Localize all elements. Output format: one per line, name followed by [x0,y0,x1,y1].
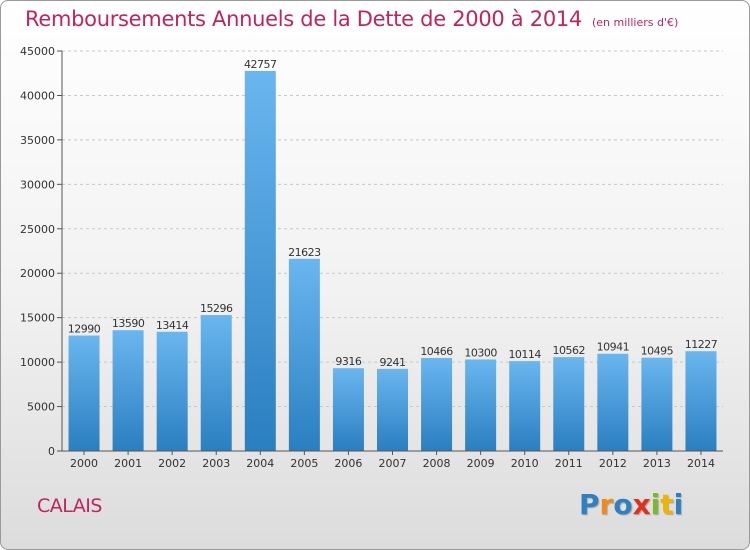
logo-letter: i [650,488,661,521]
y-tick-label: 45000 [20,45,55,58]
x-tick-label: 2007 [379,457,407,470]
bar [641,357,673,451]
x-tick-label: 2001 [114,457,142,470]
bar-value-label: 10495 [641,345,674,358]
x-tick-label: 2000 [70,457,98,470]
x-tick-label: 2004 [246,457,274,470]
bar-value-label: 13590 [112,317,145,330]
bar [112,330,144,451]
bar-value-label: 9241 [380,356,406,369]
x-tick-label: 2010 [511,457,539,470]
y-tick-label: 40000 [20,89,55,102]
bar [244,70,276,451]
logo-letter: i [673,488,684,521]
x-tick-label: 2011 [555,457,583,470]
city-name: CALAIS [37,495,102,517]
bar [509,361,541,451]
bar-value-label: 13414 [156,319,189,332]
x-tick-label: 2008 [423,457,451,470]
title-text: Remboursements Annuels de la Dette de 20… [25,7,582,31]
bar-value-label: 42757 [244,58,277,71]
bar-value-label: 10941 [597,341,630,354]
bar-value-label: 15296 [200,302,233,315]
x-tick-label: 2009 [467,457,495,470]
bar [685,351,717,451]
y-tick-label: 25000 [20,223,55,236]
bar-value-label: 12990 [68,323,101,336]
bar-value-label: 10300 [464,346,497,359]
y-tick-label: 35000 [20,134,55,147]
y-tick-label: 20000 [20,267,55,280]
bar-value-label: 9316 [335,355,361,368]
chart-title: Remboursements Annuels de la Dette de 20… [25,7,678,31]
y-axis: 0 5000 10000 15000 20000 25000 30000 35000 40000… [20,45,63,458]
bar [377,368,408,451]
y-tick-label: 0 [48,445,55,458]
x-tick-label: 2002 [158,457,186,470]
value-labels: 12990 13590 13414 15296 42757 21623 9316 9241 10… [68,58,718,369]
x-axis: 2000 2001 2002 2003 2004 2005 2006 2007 2008 2009… [62,450,723,470]
logo-letter: o [613,488,633,521]
logo-letter: P [579,488,600,521]
y-tick-label: 30000 [20,178,55,191]
logo-letter: r [599,488,614,521]
bar [68,335,100,451]
logo-letter: x [632,488,651,521]
proxiti-logo: Proxiti [579,488,683,521]
x-tick-label: 2003 [202,457,230,470]
bar-value-label: 10114 [508,348,541,361]
y-tick-label: 15000 [20,312,55,325]
bar-value-label: 10562 [553,344,586,357]
bar [465,359,497,451]
bars [68,70,717,451]
bar-value-label: 10466 [420,345,453,358]
bar-value-label: 11227 [685,338,718,351]
bar-value-label: 21623 [288,246,321,259]
bar [421,357,453,451]
x-tick-label: 2005 [290,457,318,470]
bar [288,258,320,451]
bar [200,315,232,451]
bar [553,357,585,451]
x-tick-label: 2006 [334,457,362,470]
y-tick-label: 10000 [20,356,55,369]
bar [332,368,364,451]
y-tick-label: 5000 [27,401,55,414]
bar [597,353,629,451]
x-tick-label: 2013 [643,457,671,470]
bar [156,331,188,451]
chart-subtitle: (en milliers d'€) [592,16,679,29]
x-tick-label: 2014 [687,457,715,470]
logo-letter: t [660,488,674,521]
x-tick-label: 2012 [599,457,627,470]
